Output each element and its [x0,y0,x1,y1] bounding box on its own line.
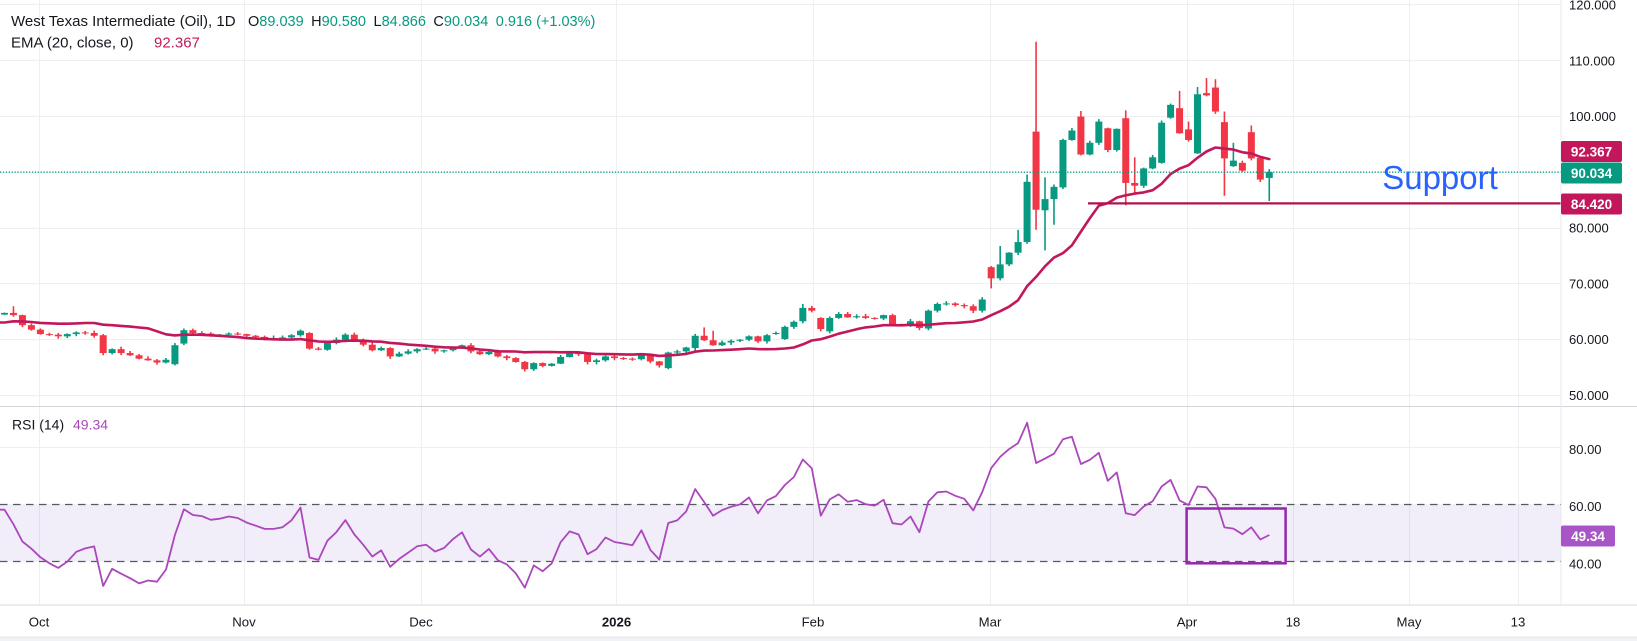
svg-text:60.00: 60.00 [1569,499,1602,514]
svg-text:84.420: 84.420 [1571,197,1612,212]
svg-text:Mar: Mar [979,615,1002,630]
svg-text:Feb: Feb [802,615,825,630]
svg-text:18: 18 [1286,615,1301,630]
svg-text:100.000: 100.000 [1569,109,1616,124]
svg-text:80.000: 80.000 [1569,221,1609,236]
svg-text:92.367: 92.367 [1571,144,1612,159]
svg-text:49.34: 49.34 [73,417,108,433]
svg-text:50.000: 50.000 [1569,388,1609,403]
svg-text:Dec: Dec [409,615,433,630]
svg-text:West Texas Intermediate (Oil),: West Texas Intermediate (Oil), 1D [11,13,236,30]
svg-text:120.000: 120.000 [1569,0,1616,13]
svg-text:May: May [1397,615,1422,630]
svg-text:Nov: Nov [232,615,256,630]
svg-text:80.00: 80.00 [1569,442,1602,457]
svg-text:90.034: 90.034 [1571,166,1613,181]
svg-text:13: 13 [1511,615,1526,630]
svg-text:Apr: Apr [1177,615,1198,630]
svg-text:110.000: 110.000 [1569,53,1615,68]
svg-text:EMA (20, close, 0): EMA (20, close, 0) [11,35,134,52]
svg-text:49.34: 49.34 [1571,529,1605,544]
svg-text:70.000: 70.000 [1569,276,1609,291]
svg-text:RSI (14): RSI (14) [12,417,64,433]
svg-text:2026: 2026 [602,615,631,630]
svg-text:92.367: 92.367 [154,35,200,52]
svg-text:40.00: 40.00 [1569,557,1602,572]
svg-text:Oct: Oct [29,615,50,630]
svg-text:60.000: 60.000 [1569,332,1609,347]
svg-text:Support: Support [1382,159,1498,196]
